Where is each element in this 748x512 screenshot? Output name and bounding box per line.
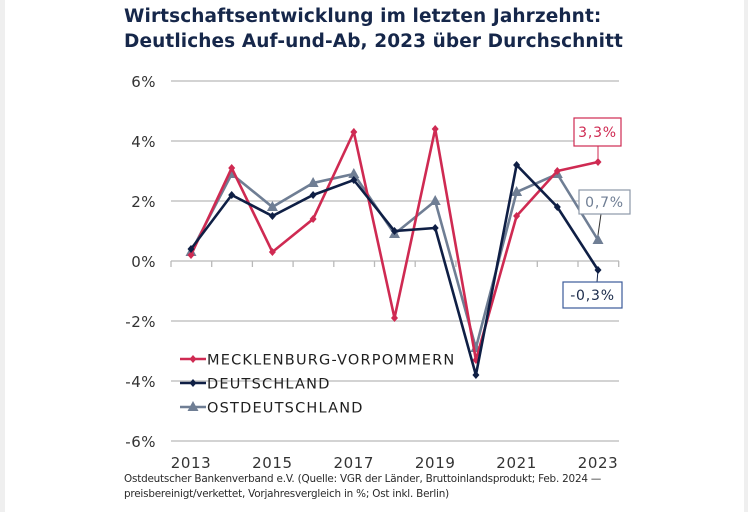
y-tick-label: -6% bbox=[125, 433, 156, 451]
data-point-mv bbox=[189, 355, 197, 363]
series-line-mv bbox=[189, 127, 599, 361]
annotation-ost: 0,7% bbox=[578, 189, 631, 236]
data-point-de bbox=[228, 191, 236, 199]
data-point-ost bbox=[511, 186, 523, 196]
chart-title-line-2: Deutliches Auf-und-Ab, 2023 über Durchsc… bbox=[124, 31, 624, 52]
annotation-label: 3,3% bbox=[578, 125, 617, 141]
data-point-ost bbox=[266, 201, 278, 211]
annotation-box bbox=[578, 189, 631, 215]
right-edge-strip bbox=[744, 0, 748, 512]
annotation-box bbox=[573, 117, 622, 147]
data-point-mv bbox=[350, 128, 358, 136]
y-tick-label: -4% bbox=[125, 373, 156, 391]
data-point-de bbox=[189, 379, 197, 387]
data-point-de bbox=[309, 191, 317, 199]
data-point-de bbox=[391, 227, 398, 235]
data-point-de bbox=[472, 371, 480, 379]
legend-label: MECKLENBURG-VORPOMMERN bbox=[207, 353, 455, 369]
series-de bbox=[187, 161, 602, 379]
legend-label: DEUTSCHLAND bbox=[207, 377, 331, 393]
legend-label: OSTDEUTSCHLAND bbox=[207, 401, 364, 417]
annotations: 3,3% 0,7% -0,3% bbox=[562, 117, 631, 309]
legend-item-mv: MECKLENBURG-VORPOMMERN bbox=[180, 353, 455, 369]
source-note-line-1: Ostdeutscher Bankenverband e.V. (Quelle:… bbox=[124, 473, 602, 485]
annotation-de: -0,3% bbox=[562, 269, 623, 309]
data-point-mv bbox=[309, 215, 317, 223]
data-point-mv bbox=[513, 212, 521, 220]
y-tick-label: 6% bbox=[131, 73, 156, 91]
chart-title: Wirtschaftsentwicklung im letzten Jahrze… bbox=[124, 4, 684, 54]
data-point-de bbox=[187, 245, 195, 253]
left-edge-strip bbox=[0, 0, 5, 512]
data-point-ost bbox=[429, 195, 441, 205]
x-tick-label: 2015 bbox=[252, 454, 293, 472]
y-tick-label: 0% bbox=[131, 253, 156, 271]
annotation-leader bbox=[596, 269, 599, 283]
x-tick-label: 2019 bbox=[415, 454, 456, 472]
data-point-de bbox=[350, 176, 358, 184]
annotation-label: -0,3% bbox=[570, 288, 615, 304]
data-point-ost bbox=[592, 234, 604, 244]
data-point-mv bbox=[391, 314, 398, 322]
series-line-de bbox=[189, 162, 600, 376]
y-axis-tick-labels: 6% 4% 2% 0% -2% -4% -6% bbox=[125, 73, 156, 451]
legend-item-de: DEUTSCHLAND bbox=[180, 377, 331, 393]
data-point-ost bbox=[307, 177, 319, 187]
data-point-ost bbox=[348, 168, 360, 178]
x-tick-label: 2021 bbox=[496, 454, 537, 472]
series-mv bbox=[187, 125, 602, 364]
x-tick-label: 2013 bbox=[171, 454, 212, 472]
annotation-box bbox=[562, 281, 623, 309]
x-tick-label: 2017 bbox=[334, 454, 375, 472]
data-point-mv bbox=[187, 251, 195, 259]
annotation-mv: 3,3% bbox=[573, 117, 622, 162]
data-point-mv bbox=[431, 125, 439, 133]
data-point-mv bbox=[268, 248, 276, 256]
legend: MECKLENBURG-VORPOMMERN DEUTSCHLAND OSTDEUT… bbox=[180, 353, 455, 417]
data-point-de bbox=[553, 203, 561, 211]
y-tick-label: 2% bbox=[131, 193, 156, 211]
y-tick-label: -2% bbox=[125, 313, 156, 331]
series-lines bbox=[185, 125, 604, 379]
data-point-de bbox=[431, 224, 439, 232]
data-point-mv bbox=[553, 167, 561, 175]
y-tick-label: 4% bbox=[131, 133, 156, 151]
series-ost bbox=[185, 168, 604, 354]
x-axis-ticks: 2013 2015 2017 2019 2021 2023 bbox=[170, 261, 620, 472]
legend-item-ost: OSTDEUTSCHLAND bbox=[180, 401, 364, 417]
source-note-line-2: preisbereinigt/verkettet, Vorjahresvergl… bbox=[124, 488, 449, 500]
source-note: Ostdeutscher Bankenverband e.V. (Quelle:… bbox=[124, 472, 644, 502]
x-tick-label: 2023 bbox=[578, 454, 619, 472]
data-point-de bbox=[513, 161, 521, 169]
data-point-de bbox=[268, 212, 276, 220]
data-point-ost bbox=[187, 401, 199, 411]
annotation-label: 0,7% bbox=[585, 195, 624, 211]
data-point-mv bbox=[228, 164, 236, 172]
chart-title-line-1: Wirtschaftsentwicklung im letzten Jahrze… bbox=[124, 6, 602, 27]
annotation-leader bbox=[597, 213, 602, 236]
